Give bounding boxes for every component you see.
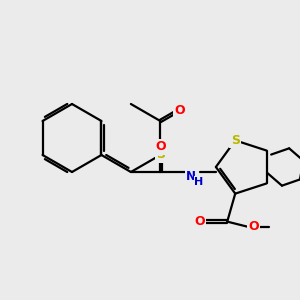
- Text: O: O: [194, 215, 205, 228]
- Text: O: O: [248, 220, 259, 233]
- Text: O: O: [174, 103, 185, 116]
- Text: H: H: [194, 177, 203, 187]
- Text: S: S: [231, 134, 240, 147]
- Text: O: O: [156, 140, 166, 154]
- Text: S: S: [156, 148, 165, 161]
- Text: N: N: [186, 169, 196, 182]
